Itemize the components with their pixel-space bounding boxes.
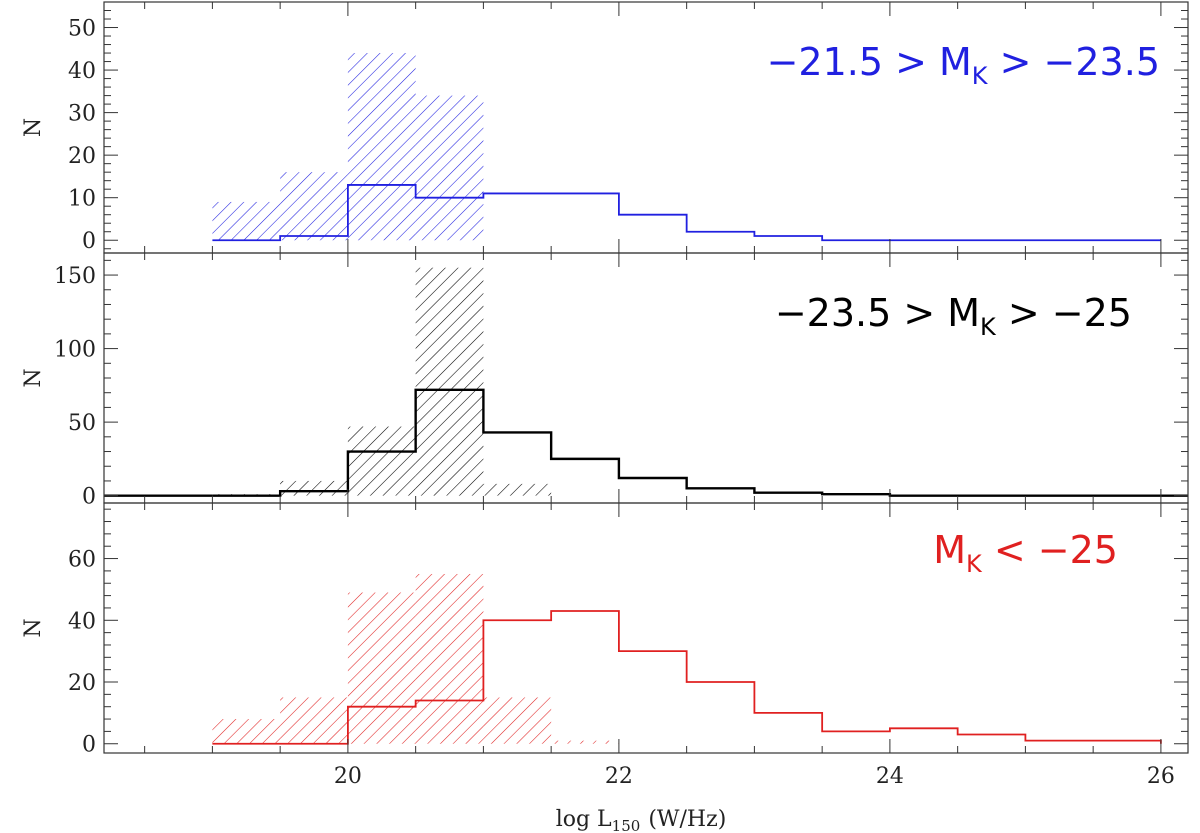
hatched-bar: [280, 697, 348, 744]
panel-label-left: −21.5 > M: [767, 40, 972, 84]
panel-2: 0 50 100 150 N −23.5 > MK > −25: [21, 252, 1189, 510]
hatched-bar: [212, 201, 281, 241]
x-tick-label: 22: [605, 764, 633, 789]
panel-label: MK < −25: [933, 528, 1118, 578]
x-tick-label: 20: [334, 764, 362, 789]
hatched-bar: [415, 267, 484, 496]
hatched-bar: [483, 483, 552, 496]
hatched-bar: [551, 740, 619, 744]
y-tick-label: 0: [82, 733, 96, 758]
hatched-bar: [280, 480, 348, 496]
panel-label-right: > −23.5: [988, 40, 1160, 84]
panel-label: −21.5 > MK > −23.5: [767, 40, 1160, 90]
panel-1: 0 10 20 30 40 50 N −21.5 > MK > −23.5: [21, 1, 1189, 254]
x-axis-title-subscript: 150: [612, 817, 641, 833]
y-tick-label: 150: [54, 264, 96, 289]
panel-label-right: > −25: [996, 291, 1132, 335]
y-tick-label: 30: [68, 102, 96, 127]
hatched-bar: [415, 95, 484, 241]
hatched-bar: [212, 719, 281, 744]
panel-label: −23.5 > MK > −25: [775, 291, 1132, 341]
y-tick-label: 50: [68, 17, 96, 42]
y-axis-title: N: [21, 368, 46, 387]
panel-3: 0 20 40 60 N MK < −25: [21, 502, 1189, 758]
hatched-bar: [347, 426, 416, 496]
panel-label-subscript: K: [966, 550, 983, 578]
hatched-bar: [280, 172, 348, 241]
panel-label-subscript: K: [980, 313, 997, 341]
outline-histogram: [212, 184, 1161, 242]
x-tick-label: 26: [1147, 764, 1175, 789]
hatched-bar: [483, 697, 552, 744]
y-tick-label: 100: [54, 338, 96, 363]
y-tick-label: 60: [68, 548, 96, 573]
panel-label-left: −23.5 > M: [775, 291, 980, 335]
y-tick-label: 40: [68, 609, 96, 634]
outline-histogram: [212, 388, 1188, 497]
panel-label-subscript: K: [972, 62, 989, 90]
y-axis-title: N: [21, 618, 46, 637]
panel-label-right: < −25: [982, 528, 1118, 572]
panel-frame: [103, 502, 1189, 754]
x-axis-title-units: (W/Hz): [648, 807, 726, 832]
y-tick-label: 50: [68, 411, 96, 436]
hatched-bar: [347, 592, 416, 744]
y-tick-label: 20: [68, 671, 96, 696]
x-tick-label: 24: [876, 764, 904, 789]
y-tick-label: 0: [82, 485, 96, 510]
y-tick-label: 10: [68, 187, 96, 212]
hatched-bar: [347, 53, 416, 241]
y-tick-label: 0: [82, 229, 96, 254]
x-axis-title-main: log L: [556, 807, 612, 832]
y-axis-title: N: [21, 118, 46, 137]
x-axis-title: log L150 (W/Hz): [556, 807, 727, 833]
hatched-bar: [415, 573, 484, 744]
y-tick-label: 20: [68, 144, 96, 169]
panel-label-left: M: [933, 528, 966, 572]
outline-histogram: [212, 610, 1162, 745]
y-tick-label: 40: [68, 59, 96, 84]
